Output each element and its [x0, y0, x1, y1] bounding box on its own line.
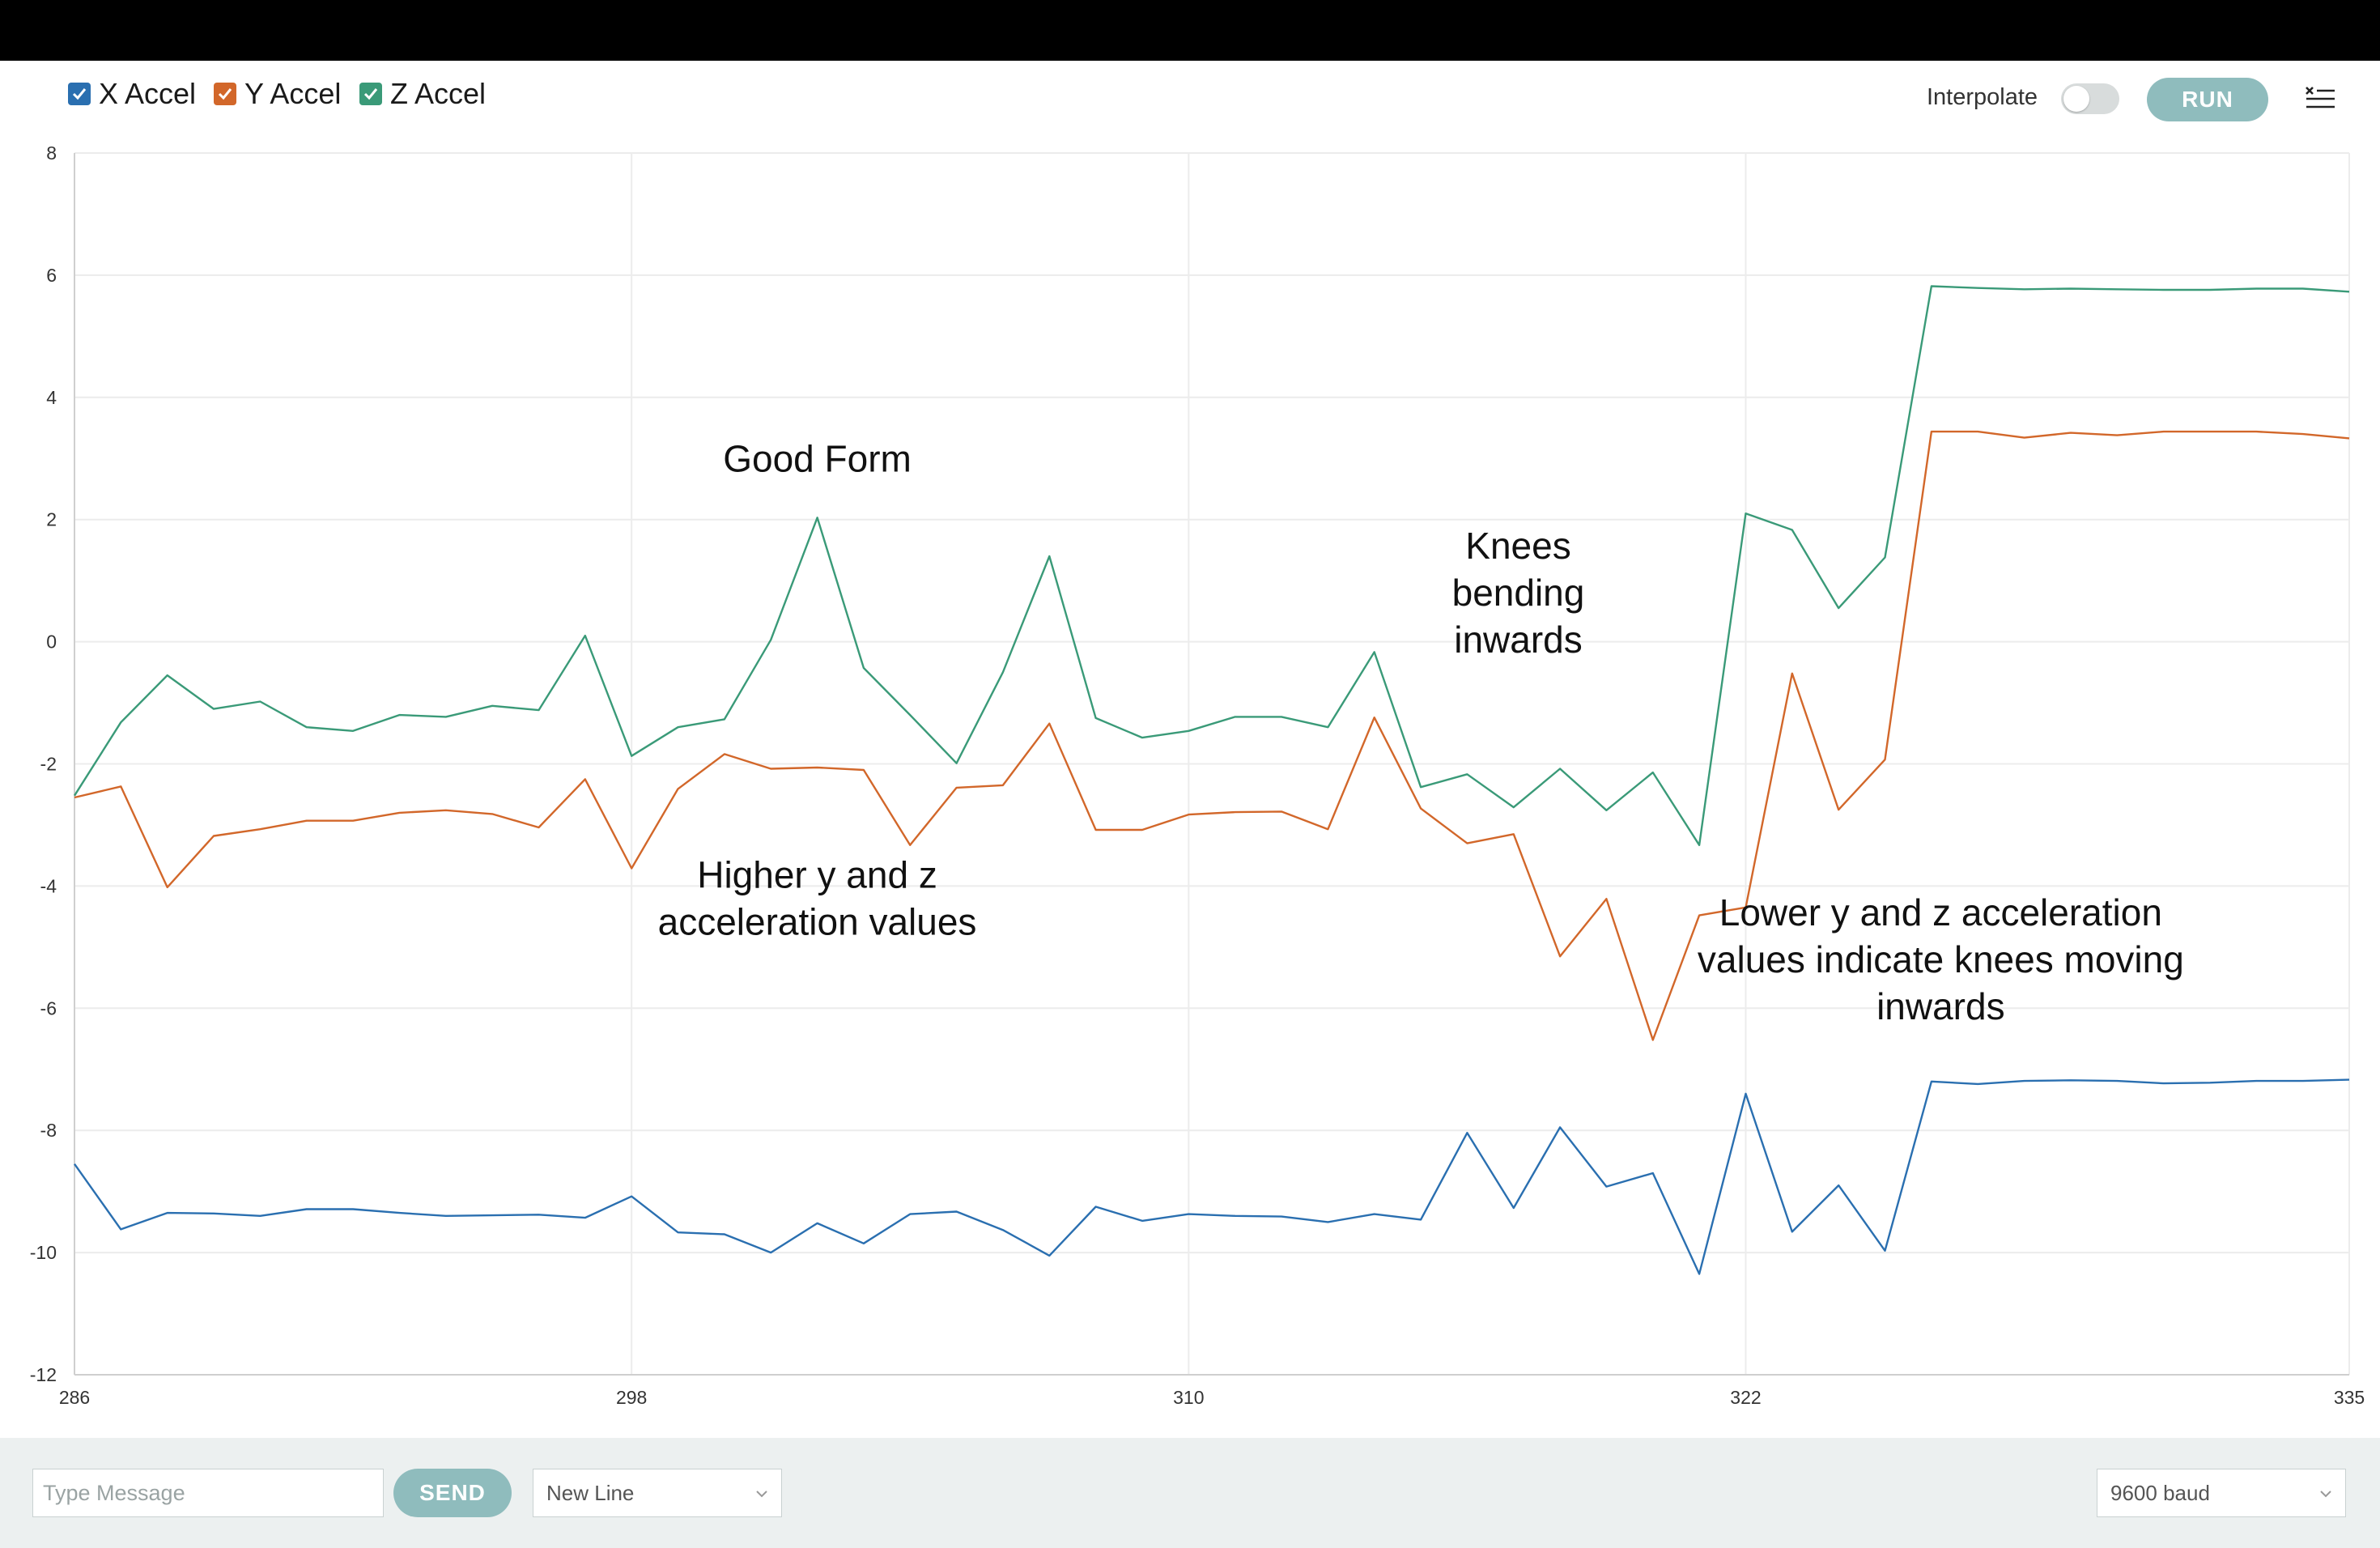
- x-tick-label: 298: [616, 1387, 647, 1408]
- annotation-text: Lower y and z acceleration: [1719, 891, 2162, 933]
- toggle-knob: [2063, 86, 2089, 112]
- annotation-text: inwards: [1876, 985, 2005, 1027]
- chevron-down-icon: [2320, 1491, 2331, 1498]
- x-tick-label: 286: [59, 1387, 90, 1408]
- top-black-bar: [0, 0, 2380, 61]
- y-tick-label: -8: [40, 1120, 57, 1141]
- baud-rate-select[interactable]: 9600 baud: [2097, 1469, 2346, 1517]
- annotation-text: acceleration values: [658, 900, 977, 942]
- legend-item-x-accel[interactable]: X Accel: [68, 76, 196, 112]
- baud-rate-value: 9600 baud: [2110, 1480, 2210, 1505]
- clear-output-icon[interactable]: [2304, 83, 2336, 115]
- x-tick-label: 335: [2334, 1387, 2365, 1408]
- y-tick-label: -10: [30, 1242, 57, 1263]
- interpolate-toggle[interactable]: [2061, 83, 2119, 114]
- y-tick-label: -6: [40, 997, 57, 1019]
- run-button[interactable]: RUN: [2147, 78, 2268, 121]
- legend-label: Y Accel: [244, 77, 342, 110]
- series-line-z-accel: [73, 285, 2350, 846]
- message-input[interactable]: [32, 1469, 384, 1517]
- y-tick-label: -12: [30, 1364, 57, 1385]
- y-tick-label: 8: [46, 142, 57, 164]
- series-line-y-accel: [74, 430, 2350, 1041]
- chevron-down-icon: [756, 1491, 767, 1498]
- annotation-text: Good Form: [723, 437, 912, 479]
- checkbox-checked-icon[interactable]: [68, 83, 91, 105]
- checkbox-checked-icon[interactable]: [359, 83, 382, 105]
- legend-item-y-accel[interactable]: Y Accel: [214, 76, 341, 112]
- y-tick-label: -4: [40, 875, 57, 896]
- y-tick-label: 2: [46, 509, 57, 530]
- send-button[interactable]: SEND: [393, 1469, 512, 1517]
- y-tick-label: -2: [40, 754, 57, 775]
- legend-label: Z Accel: [390, 77, 487, 110]
- annotation-text: inwards: [1454, 619, 1583, 661]
- x-tick-label: 310: [1173, 1387, 1204, 1408]
- y-tick-label: 6: [46, 265, 57, 286]
- checkbox-checked-icon[interactable]: [214, 83, 236, 105]
- annotation-text: Knees: [1465, 525, 1570, 567]
- y-tick-label: 0: [46, 632, 57, 653]
- y-tick-label: 4: [46, 387, 57, 408]
- series-line-x-accel: [74, 1078, 2350, 1275]
- interpolate-label: Interpolate: [1927, 84, 2038, 110]
- line-ending-select[interactable]: New Line: [533, 1469, 782, 1517]
- annotation-text: bending: [1452, 572, 1585, 614]
- legend-label: X Accel: [99, 77, 197, 110]
- legend-item-z-accel[interactable]: Z Accel: [359, 76, 486, 112]
- annotation-text: Higher y and z: [697, 853, 937, 895]
- annotation-text: values indicate knees moving: [1698, 938, 2184, 980]
- x-tick-label: 322: [1730, 1387, 1761, 1408]
- line-ending-value: New Line: [546, 1480, 635, 1505]
